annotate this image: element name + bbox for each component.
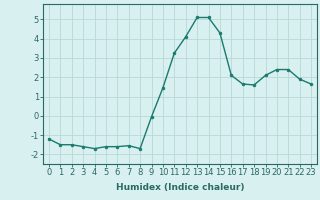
X-axis label: Humidex (Indice chaleur): Humidex (Indice chaleur): [116, 183, 244, 192]
